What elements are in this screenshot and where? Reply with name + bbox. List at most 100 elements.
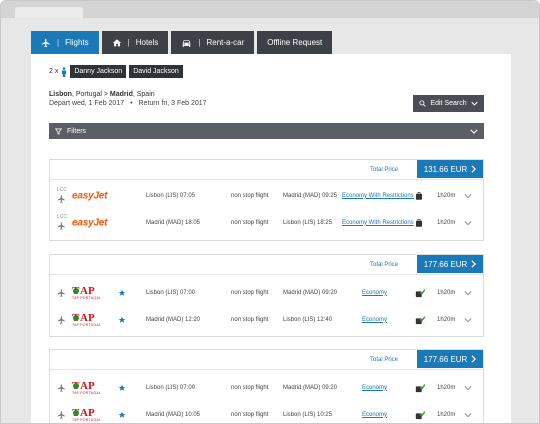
chevron-down-icon: [470, 129, 478, 134]
edit-search-label: Edit Search: [430, 100, 467, 107]
baggage-checked-icon: [415, 315, 425, 324]
baggage-icon: [416, 191, 422, 200]
duration: 1h20m: [437, 192, 456, 199]
duration: 1h20m: [437, 219, 456, 226]
chevron-down-icon[interactable]: [464, 317, 472, 322]
stops-info: non stop flight: [231, 411, 269, 418]
departure-info: Madrid (MAD) 10:05: [146, 411, 201, 418]
filters-label: Filters: [67, 127, 87, 135]
flight-result-card: Total Price 131.66 EUR LCC easyJet Lisbo…: [49, 159, 484, 241]
star-icon[interactable]: [118, 384, 126, 392]
arrival-info: Madrid (MAD) 09:25: [283, 192, 338, 199]
chevron-down-icon[interactable]: [464, 220, 472, 225]
total-price-label: Total Price: [370, 262, 399, 268]
select-price-button[interactable]: 131.66 EUR: [417, 160, 483, 178]
airplane-icon: [57, 315, 65, 324]
flight-leg-row[interactable]: TAPTAP PORTUGAL Madrid (MAD) 12:20 non s…: [50, 306, 483, 333]
chevron-down-icon[interactable]: [464, 412, 472, 417]
flight-leg-row[interactable]: TAPTAP PORTUGAL Madrid (MAD) 10:05 non s…: [50, 401, 483, 423]
flight-leg-row[interactable]: LCC easyJet Madrid (MAD) 18:05 non stop …: [50, 209, 483, 236]
lcc-label: LCC: [57, 214, 68, 220]
stops-info: non stop flight: [231, 219, 269, 226]
lcc-label: LCC: [57, 187, 68, 193]
total-price-label: Total Price: [370, 167, 399, 173]
baggage-checked-icon: [415, 383, 425, 392]
airplane-icon: [57, 383, 65, 392]
home-icon: [112, 38, 121, 46]
star-icon[interactable]: [118, 289, 126, 297]
chevron-down-icon: [470, 101, 478, 106]
fare-class-link[interactable]: Economy With Restrictions: [342, 192, 414, 199]
car-icon: [183, 39, 191, 47]
depart-date: Depart wed, 1 Feb 2017: [49, 100, 125, 107]
route-summary: Lisbon, Portugal > Madrid, Spain: [49, 91, 155, 98]
chevron-down-icon[interactable]: [464, 290, 472, 295]
tab-label: Offline Request: [267, 38, 323, 47]
total-price-label: Total Price: [370, 357, 399, 363]
duration: 1h20m: [437, 384, 456, 391]
star-icon[interactable]: [118, 411, 126, 419]
person-icon: [62, 66, 67, 77]
chevron-right-icon: [471, 260, 477, 268]
easyjet-logo: easyJet: [72, 217, 108, 228]
stops-info: non stop flight: [231, 316, 269, 323]
flight-result-card: Total Price 177.66 EUR TAPTAP PORTUGAL L…: [49, 349, 484, 423]
fare-class-link[interactable]: Economy: [362, 384, 388, 391]
card-header: Total Price 177.66 EUR: [50, 255, 483, 275]
stops-info: non stop flight: [231, 384, 269, 391]
select-price-button[interactable]: 177.66 EUR: [417, 350, 483, 368]
window-titlebar: [1, 1, 539, 18]
tab-offline-request[interactable]: Offline Request: [257, 31, 333, 54]
edit-search-button[interactable]: Edit Search: [413, 95, 484, 112]
search-icon: [419, 100, 427, 107]
tab-hotels[interactable]: | Hotels: [101, 31, 169, 54]
browser-tab[interactable]: [15, 7, 83, 18]
fare-class-link[interactable]: Economy: [362, 289, 388, 296]
tab-flights[interactable]: | Flights: [31, 31, 99, 54]
tab-rent-a-car[interactable]: | Rent-a-car: [171, 31, 255, 54]
passenger-chip: Danny Jackson: [70, 65, 127, 78]
search-results-panel: 2 x Danny Jackson David Jackson Lisbon, …: [31, 54, 511, 423]
card-header: Total Price 177.66 EUR: [50, 350, 483, 370]
destination-country: , Spain: [132, 91, 155, 98]
chevron-down-icon[interactable]: [464, 385, 472, 390]
departure-info: Lisbon (LIS) 07:00: [146, 384, 196, 391]
departure-info: Lisbon (LIS) 07:00: [146, 289, 196, 296]
tap-portugal-logo: TAPTAP PORTUGAL: [72, 379, 102, 395]
arrival-info: Lisbon (LIS) 12:40: [283, 316, 333, 323]
arrival-info: Lisbon (LIS) 10:25: [283, 411, 333, 418]
chevron-right-icon: [471, 165, 477, 173]
flight-leg-row[interactable]: TAPTAP PORTUGAL Lisbon (LIS) 07:00 non s…: [50, 374, 483, 401]
route-arrow: >: [101, 91, 110, 98]
arrival-info: Madrid (MAD) 09:20: [283, 384, 338, 391]
filter-icon: [55, 128, 62, 135]
origin-country: , Portugal: [71, 91, 102, 98]
price-value: 131.66 EUR: [423, 164, 468, 174]
select-price-button[interactable]: 177.66 EUR: [417, 255, 483, 273]
star-icon[interactable]: [118, 316, 126, 324]
flight-leg-row[interactable]: LCC easyJet Lisbon (LIS) 07:05 non stop …: [50, 182, 483, 209]
baggage-icon: [416, 218, 422, 227]
departure-info: Lisbon (LIS) 07:05: [146, 192, 196, 199]
airplane-icon: [57, 221, 65, 230]
stops-info: non stop flight: [231, 192, 269, 199]
date-separator: •: [130, 100, 133, 107]
fare-class-link[interactable]: Economy: [362, 411, 388, 418]
airplane-icon: [41, 38, 50, 47]
passenger-count: 2 x: [49, 68, 59, 75]
arrival-info: Madrid (MAD) 09:20: [283, 289, 338, 296]
passenger-chip: David Jackson: [129, 65, 183, 78]
destination-city: Madrid: [109, 91, 133, 98]
fare-class-link[interactable]: Economy With Restrictions: [342, 219, 414, 226]
baggage-checked-icon: [415, 288, 425, 297]
origin-city: Lisbon: [49, 91, 72, 98]
flight-leg-row[interactable]: TAPTAP PORTUGAL Lisbon (LIS) 07:00 non s…: [50, 279, 483, 306]
filters-bar[interactable]: Filters: [49, 123, 484, 139]
tap-portugal-logo: TAPTAP PORTUGAL: [72, 311, 102, 327]
arrival-info: Lisbon (LIS) 18:25: [283, 219, 333, 226]
return-date: Return fri, 3 Feb 2017: [138, 100, 207, 107]
chevron-down-icon[interactable]: [464, 193, 472, 198]
airplane-icon: [57, 288, 65, 297]
main-tabs: | Flights | Hotels | Rent-a-car Offline …: [31, 31, 333, 54]
fare-class-link[interactable]: Economy: [362, 316, 388, 323]
